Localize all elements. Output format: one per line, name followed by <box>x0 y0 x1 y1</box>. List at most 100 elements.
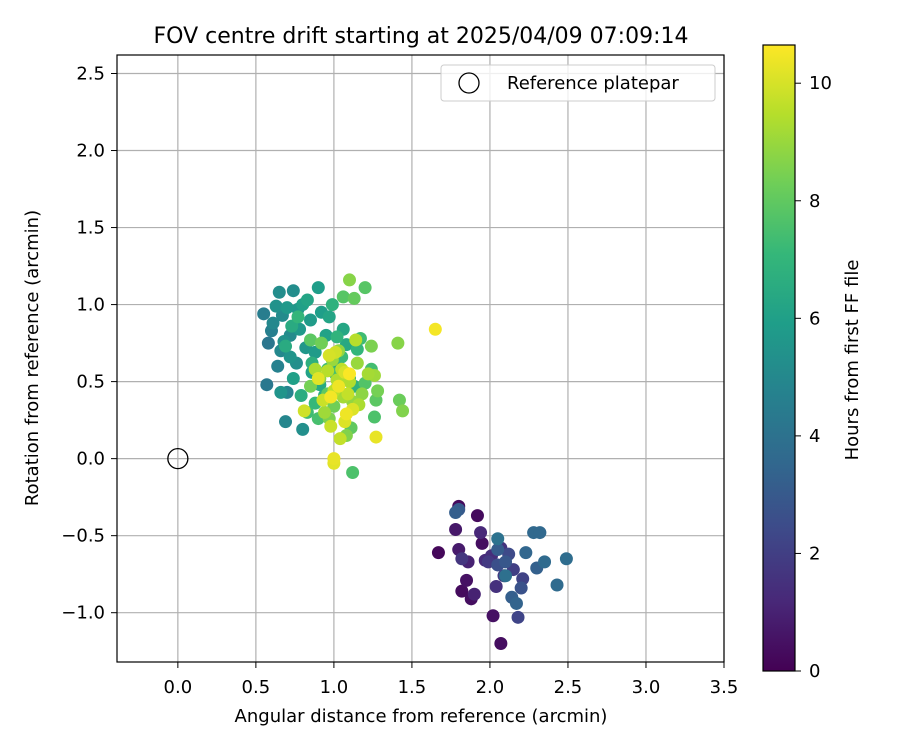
data-point <box>296 422 310 436</box>
data-point <box>431 546 445 560</box>
data-point <box>486 609 500 623</box>
data-point <box>303 333 317 347</box>
data-point <box>533 526 547 540</box>
reference-point <box>167 447 189 470</box>
legend: Reference platepar <box>440 64 716 102</box>
data-point <box>261 336 275 350</box>
data-point <box>294 388 308 402</box>
legend-box <box>440 64 716 102</box>
data-point <box>349 333 363 347</box>
legend-marker <box>458 72 480 94</box>
x-tick-label: 2.5 <box>554 677 583 698</box>
data-point <box>269 299 283 313</box>
data-point <box>455 552 469 566</box>
data-point <box>392 393 406 407</box>
colorbar-tick-label: 4 <box>809 426 820 447</box>
data-point <box>327 452 341 466</box>
data-point <box>314 336 328 350</box>
data-point <box>474 526 488 540</box>
data-point <box>364 339 378 353</box>
scatter-points <box>257 273 573 651</box>
data-point <box>272 285 286 299</box>
data-point <box>291 310 305 324</box>
data-point <box>303 313 317 327</box>
data-point <box>491 543 505 557</box>
colorbar-tick-label: 2 <box>809 543 820 564</box>
data-point <box>321 364 335 378</box>
data-point <box>279 415 293 429</box>
y-tick-label: 2.5 <box>76 63 105 84</box>
data-point <box>449 506 463 520</box>
colorbar-tick-label: 6 <box>809 308 820 329</box>
data-point <box>336 290 350 304</box>
x-axis-label: Angular distance from reference (arcmin) <box>235 706 608 727</box>
data-point <box>396 404 410 418</box>
data-point <box>455 584 469 598</box>
colorbar-tick-label: 8 <box>809 191 820 212</box>
colorbar <box>762 44 796 672</box>
data-point <box>470 509 484 523</box>
data-point <box>449 523 463 537</box>
data-point <box>285 319 299 333</box>
data-point <box>355 387 369 401</box>
data-point <box>266 316 280 330</box>
data-point <box>489 580 503 594</box>
y-axis-ticks: −1.0 −0.5 0.0 0.5 1.0 1.5 2.0 2.5 <box>61 63 117 624</box>
data-point <box>428 322 442 336</box>
x-tick-label: 1.5 <box>398 677 427 698</box>
data-point <box>499 555 513 569</box>
y-tick-label: −1.0 <box>61 603 105 624</box>
colorbar-label: Hours from first FF file <box>842 260 863 461</box>
colorbar-tick-label: 0 <box>809 661 820 682</box>
data-point <box>322 348 336 362</box>
data-point <box>318 405 332 419</box>
legend-label: Reference platepar <box>507 73 679 94</box>
data-point <box>467 587 481 601</box>
data-point <box>358 281 372 295</box>
y-tick-label: 1.0 <box>76 295 105 316</box>
data-point <box>311 372 325 386</box>
x-tick-label: 1.0 <box>320 677 349 698</box>
plot-frame <box>116 54 725 663</box>
x-axis-ticks: 0.0 0.5 1.0 1.5 2.0 2.5 3.0 3.5 <box>164 662 738 698</box>
data-point <box>347 291 361 305</box>
x-tick-label: 2.0 <box>476 677 505 698</box>
data-point <box>514 581 528 595</box>
data-point <box>519 546 533 560</box>
data-point <box>279 339 293 353</box>
data-point <box>509 596 523 610</box>
chart-title: FOV centre drift starting at 2025/04/09 … <box>154 24 689 49</box>
data-point <box>330 330 344 344</box>
data-point <box>286 284 300 298</box>
data-point <box>343 367 357 381</box>
data-point <box>460 573 474 587</box>
data-point <box>475 536 489 550</box>
data-point <box>324 390 338 404</box>
data-point <box>283 350 297 364</box>
data-point <box>511 610 525 624</box>
data-point <box>346 466 360 480</box>
x-tick-label: 0.5 <box>242 677 271 698</box>
data-point <box>322 310 336 324</box>
colorbar-tick-label: 10 <box>809 73 832 94</box>
data-point <box>274 385 288 399</box>
data-point <box>341 387 355 401</box>
y-tick-label: 2.0 <box>76 141 105 162</box>
y-axis-label: Rotation from reference (arcmin) <box>22 210 43 506</box>
data-point <box>260 378 274 392</box>
data-point <box>499 569 513 583</box>
data-point <box>550 578 564 592</box>
data-point <box>350 356 364 370</box>
y-tick-label: 0.5 <box>76 372 105 393</box>
data-point <box>324 419 338 433</box>
data-point <box>343 273 357 287</box>
data-point <box>297 404 311 418</box>
data-point <box>391 336 405 350</box>
y-tick-label: 0.0 <box>76 449 105 470</box>
data-point <box>286 372 300 386</box>
data-point <box>367 410 381 424</box>
data-point <box>494 637 508 651</box>
data-point <box>325 298 339 312</box>
